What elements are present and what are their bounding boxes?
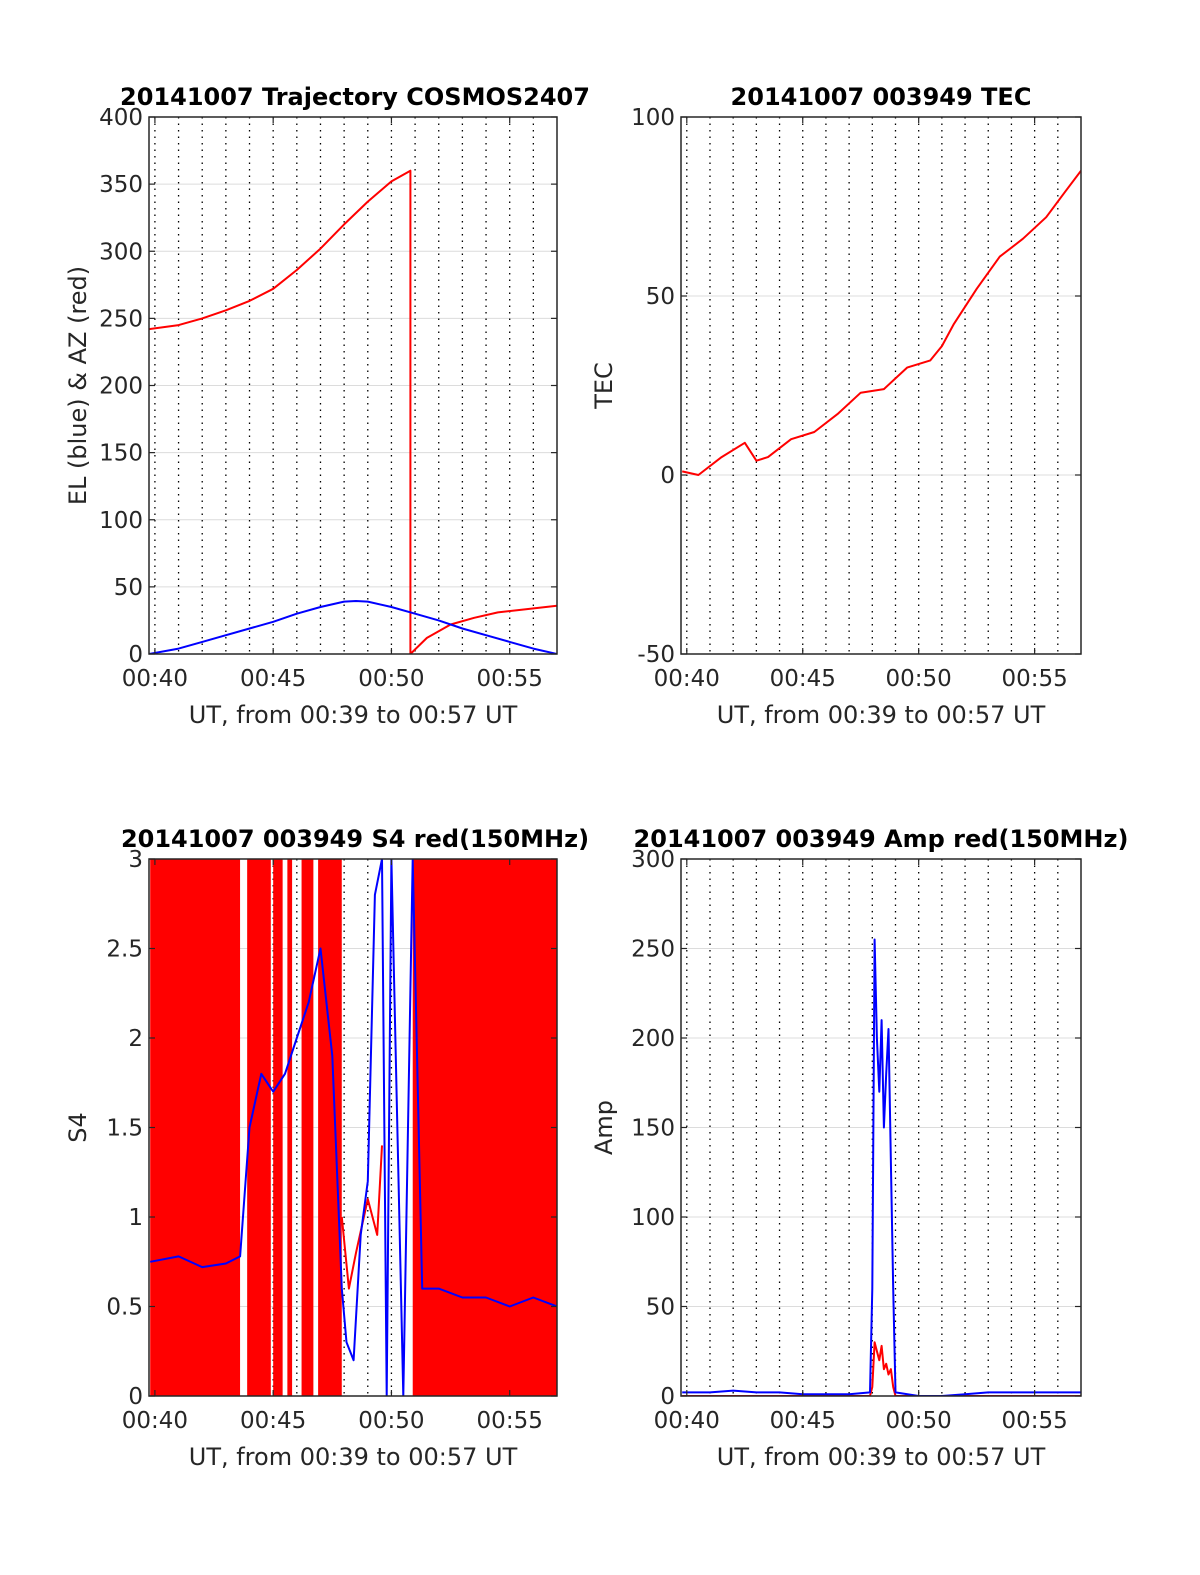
- y-tick-label: -50: [637, 642, 675, 668]
- chart-panel-3: 00:40 00:45 00:50 00:55 0 0.5 1 1.5 2 2.5 3 UT, fro…: [64, 825, 589, 1471]
- x-axis-label: UT, from 00:39 to 00:57 UT: [717, 701, 1046, 729]
- plot-area: [681, 117, 1081, 654]
- y-tick-label: 300: [631, 847, 675, 873]
- x-tick-label: 00:40: [122, 666, 188, 692]
- x-tick-label: 00:40: [654, 1408, 720, 1434]
- series-group: [150, 859, 557, 1396]
- chart-title: 20141007 003949 Amp red(150MHz): [634, 825, 1129, 853]
- x-tick-label: 00:55: [1001, 666, 1067, 692]
- y-tick-label: 200: [631, 1026, 675, 1052]
- y-tick-label: 400: [99, 105, 143, 131]
- y-axis-label: TEC: [590, 362, 618, 410]
- x-tick-label: 00:45: [770, 1408, 836, 1434]
- series-group: [682, 938, 1081, 1396]
- y-tick-label: 2.5: [106, 937, 143, 963]
- series-line-1: [149, 169, 557, 654]
- y-tick-label: 1.5: [106, 1116, 143, 1142]
- series-line-2: [150, 859, 557, 1396]
- y-axis-label: Amp: [590, 1100, 618, 1155]
- y-tick-label: 0: [660, 463, 675, 489]
- x-axis-label: UT, from 00:39 to 00:57 UT: [189, 1443, 518, 1471]
- y-axis-label: EL (blue) & AZ (red): [64, 266, 92, 505]
- series-fill-band: [150, 859, 241, 1396]
- chart-panel-4: 00:40 00:45 00:50 00:55 0 50 100 150 200 250 300 UT…: [590, 825, 1128, 1471]
- y-tick-label: 200: [99, 374, 143, 400]
- series-group: [149, 169, 557, 654]
- y-tick-label: 150: [99, 441, 143, 467]
- y-tick-label: 0: [128, 1384, 143, 1410]
- x-tick-label: 00:50: [886, 1408, 952, 1434]
- y-tick-label: 150: [631, 1116, 675, 1142]
- series-group: [681, 170, 1081, 476]
- y-tick-label: 250: [99, 306, 143, 332]
- y-tick-label: 1: [128, 1205, 143, 1231]
- series-fill-band: [412, 859, 557, 1396]
- series-fill-band: [247, 859, 271, 1396]
- y-tick-label: 2: [128, 1026, 143, 1052]
- chart-title: 20141007 Trajectory COSMOS2407: [120, 83, 590, 111]
- chart-panel-1: 00:40 00:45 00:50 00:55 0 50 100 150 200 250 300 35…: [64, 83, 590, 729]
- series-line-1: [682, 1341, 1081, 1396]
- series-fill-band: [287, 859, 293, 1396]
- x-tick-label: 00:55: [477, 666, 543, 692]
- x-tick-label: 00:45: [770, 666, 836, 692]
- y-tick-label: 3: [128, 847, 143, 873]
- x-axis-label: UT, from 00:39 to 00:57 UT: [717, 1443, 1046, 1471]
- y-tick-label: 0: [128, 642, 143, 668]
- y-axis-label: S4: [64, 1112, 92, 1143]
- x-tick-label: 00:45: [240, 1408, 306, 1434]
- x-tick-label: 00:50: [358, 666, 424, 692]
- x-tick-label: 00:50: [358, 1408, 424, 1434]
- series-fill-band: [301, 859, 314, 1396]
- x-axis-label: UT, from 00:39 to 00:57 UT: [189, 701, 518, 729]
- y-tick-label: 50: [646, 1295, 675, 1321]
- x-tick-label: 00:55: [1001, 1408, 1067, 1434]
- y-tick-label: 250: [631, 937, 675, 963]
- y-tick-label: 100: [631, 105, 675, 131]
- y-tick-label: 100: [99, 508, 143, 534]
- y-tick-label: 0.5: [106, 1295, 143, 1321]
- chart-title: 20141007 003949 TEC: [731, 83, 1032, 111]
- series-line-1: [340, 1145, 383, 1290]
- y-tick-label: 50: [646, 284, 675, 310]
- y-tick-label: 100: [631, 1205, 675, 1231]
- x-tick-label: 00:45: [240, 666, 306, 692]
- x-tick-label: 00:50: [886, 666, 952, 692]
- y-tick-label: 300: [99, 239, 143, 265]
- chart-title: 20141007 003949 S4 red(150MHz): [121, 825, 589, 853]
- series-fill-band: [318, 859, 342, 1396]
- x-tick-label: 00:40: [654, 666, 720, 692]
- series-line-2: [682, 938, 1081, 1396]
- axes-frame: [680, 116, 1082, 655]
- series-fill-band: [273, 859, 283, 1396]
- x-tick-label: 00:40: [122, 1408, 188, 1434]
- y-tick-label: 350: [99, 172, 143, 198]
- y-tick-label: 0: [660, 1384, 675, 1410]
- chart-panel-2: 00:40 00:45 00:50 00:55 -50 0 50 100 UT, from 00…: [590, 83, 1082, 729]
- x-tick-label: 00:55: [477, 1408, 543, 1434]
- series-line-2: [149, 600, 557, 654]
- series-line-1: [681, 170, 1081, 476]
- y-tick-label: 50: [114, 575, 143, 601]
